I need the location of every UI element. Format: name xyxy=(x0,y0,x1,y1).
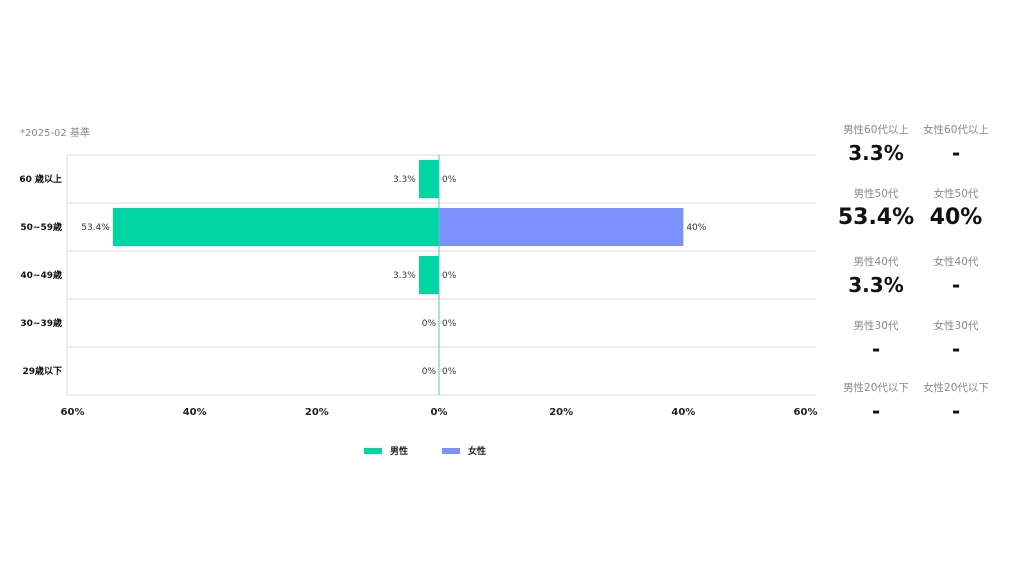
category-label: 50~59歳 xyxy=(20,221,62,233)
data-label-female: 0% xyxy=(442,271,457,281)
bar-male xyxy=(112,208,439,246)
legend-swatch-female xyxy=(442,447,461,454)
population-pyramid-chart: 60 歳以上 3.3% 0% 50~59歳 53.4% 40% 40~49歳 3.3% 0% 30… xyxy=(19,154,818,418)
stat-value: - xyxy=(951,399,961,423)
stat-label: 男性50代 xyxy=(853,188,899,200)
x-tick-label: 60% xyxy=(61,407,85,418)
stat-female-30s: 女性30代 - xyxy=(916,318,996,380)
legend-swatch-male xyxy=(364,447,382,454)
stat-row-30s: 男性30代 - 女性30代 - xyxy=(836,318,1012,380)
stat-value: 40% xyxy=(929,205,983,230)
legend-label-male: 男性 xyxy=(390,447,409,457)
legend-item-female[interactable]: 女性 xyxy=(442,444,486,457)
data-label-female: 0% xyxy=(442,175,457,185)
stat-value: 3.3% xyxy=(848,141,904,165)
x-tick-label: 40% xyxy=(671,407,695,418)
stat-female-40s: 女性40代 - xyxy=(916,254,996,318)
stat-label: 女性60代以上 xyxy=(923,124,989,136)
stat-female-60s: 女性60代以上 - xyxy=(916,122,996,186)
category-label: 30~39歳 xyxy=(20,317,62,329)
category-label: 40~49歳 xyxy=(20,269,62,281)
stat-male-60s: 男性60代以上 3.3% xyxy=(836,122,916,186)
stat-female-50s: 女性50代 40% xyxy=(916,186,996,254)
stat-value: - xyxy=(951,337,961,361)
stat-label: 男性30代 xyxy=(853,320,899,332)
stat-label: 女性50代 xyxy=(933,188,979,200)
stat-value: 3.3% xyxy=(848,273,904,297)
stat-female-20s: 女性20代以下 - xyxy=(916,380,996,444)
stat-label: 女性40代 xyxy=(933,256,979,268)
data-label-female: 0% xyxy=(442,367,457,377)
category-label: 29歳以下 xyxy=(22,365,62,377)
x-tick-label: 40% xyxy=(183,407,207,418)
category-label: 60 歳以上 xyxy=(19,173,62,185)
chart-legend: 男性 女性 xyxy=(364,444,486,457)
data-label-female: 0% xyxy=(442,319,457,329)
stat-label: 男性60代以上 xyxy=(843,124,909,136)
data-label-male: 0% xyxy=(422,319,437,329)
stat-row-60s: 男性60代以上 3.3% 女性60代以上 - xyxy=(836,122,1012,186)
x-tick-label: 0% xyxy=(431,407,448,418)
stat-value: - xyxy=(951,273,961,297)
x-tick-label: 20% xyxy=(549,407,573,418)
bar-male xyxy=(418,256,439,294)
stat-label: 男性40代 xyxy=(853,256,899,268)
stat-value: 53.4% xyxy=(837,205,915,230)
data-label-male: 53.4% xyxy=(81,223,110,233)
stat-label: 女性20代以下 xyxy=(923,382,989,394)
data-label-male: 3.3% xyxy=(393,175,416,185)
data-label-male: 3.3% xyxy=(393,271,416,281)
bar-male xyxy=(418,160,439,198)
stat-male-20s: 男性20代以下 - xyxy=(836,380,916,444)
base-date-note: *2025-02 基準 xyxy=(20,128,90,139)
stat-label: 女性30代 xyxy=(933,320,979,332)
data-label-male: 0% xyxy=(422,367,437,377)
data-label-female: 40% xyxy=(686,223,706,233)
stat-male-40s: 男性40代 3.3% xyxy=(836,254,916,318)
stat-male-50s: 男性50代 53.4% xyxy=(836,186,916,254)
stat-value: - xyxy=(871,337,881,361)
x-tick-label: 20% xyxy=(305,407,329,418)
stat-male-30s: 男性30代 - xyxy=(836,318,916,380)
legend-label-female: 女性 xyxy=(468,447,487,457)
x-tick-label: 60% xyxy=(794,407,818,418)
bar-female xyxy=(439,208,684,246)
stat-row-40s: 男性40代 3.3% 女性40代 - xyxy=(836,254,1012,318)
stat-label: 男性20代以下 xyxy=(843,382,909,394)
legend-item-male[interactable]: 男性 xyxy=(364,444,408,457)
stats-panel: 男性60代以上 3.3% 女性60代以上 - 男性50代 53.4% 女性50代… xyxy=(836,122,1012,444)
stat-row-50s: 男性50代 53.4% 女性50代 40% xyxy=(836,186,1012,254)
stat-value: - xyxy=(951,141,961,165)
stat-value: - xyxy=(871,399,881,423)
stat-row-20s: 男性20代以下 - 女性20代以下 - xyxy=(836,380,1012,444)
